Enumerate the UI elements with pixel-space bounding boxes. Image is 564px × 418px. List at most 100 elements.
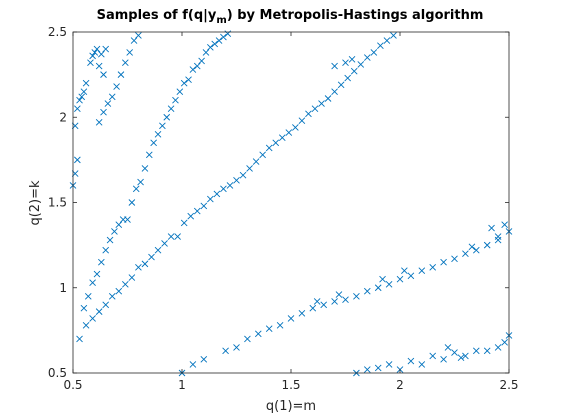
x-axis-label: q(1)=m (266, 399, 316, 414)
data-point (483, 347, 491, 355)
data-point (451, 349, 458, 356)
data-point (252, 158, 260, 165)
data-point (337, 81, 345, 89)
data-point (272, 139, 280, 147)
data-point (115, 287, 123, 295)
data-point (102, 301, 110, 309)
data-point (135, 263, 142, 271)
data-point (379, 275, 386, 283)
data-point (137, 178, 144, 186)
data-point (429, 263, 437, 271)
data-point (189, 361, 197, 368)
data-point (457, 354, 465, 361)
data-point (418, 267, 426, 275)
data-point (292, 124, 299, 131)
y-tick-label: 2.5 (48, 25, 67, 39)
data-point (348, 55, 356, 63)
data-point (344, 74, 351, 82)
data-point (200, 202, 208, 210)
data-point (74, 105, 81, 113)
data-point (244, 335, 251, 343)
data-point (185, 76, 192, 84)
data-point (401, 267, 408, 275)
data-point (128, 199, 136, 206)
data-point (418, 361, 426, 368)
data-point (259, 151, 266, 159)
data-point (265, 144, 273, 152)
data-point (254, 330, 262, 338)
data-point (95, 62, 103, 70)
data-point (193, 62, 201, 70)
y-tick-label: 2 (59, 110, 67, 124)
data-point (342, 59, 349, 67)
data-point (377, 42, 384, 49)
data-point (468, 243, 476, 251)
data-point (91, 49, 99, 56)
data-point (440, 258, 447, 266)
data-point (472, 246, 480, 254)
data-point (462, 250, 469, 257)
data-point (226, 182, 234, 189)
data-point (331, 298, 338, 305)
data-point (167, 105, 175, 113)
data-point (331, 62, 338, 70)
data-point (313, 298, 321, 305)
data-point (198, 57, 205, 65)
data-point (276, 321, 284, 329)
data-point (220, 185, 227, 193)
data-point (383, 37, 391, 44)
data-point (278, 134, 286, 142)
data-point (187, 212, 195, 220)
data-point (440, 356, 447, 363)
data-point (451, 255, 458, 263)
data-point (154, 130, 162, 138)
data-point (357, 61, 365, 68)
data-point (148, 253, 155, 261)
data-point (494, 344, 502, 351)
data-point (76, 96, 83, 104)
data-point (82, 321, 90, 329)
data-point (141, 165, 149, 172)
data-point (239, 171, 247, 179)
data-point (363, 287, 371, 295)
data-point (472, 347, 480, 355)
data-point (233, 177, 240, 184)
data-point (98, 50, 105, 58)
x-axis: 0.5 1 1.5 2 2.5 (63, 32, 519, 392)
data-point (501, 338, 508, 346)
x-tick-label: 0.5 (63, 378, 82, 392)
data-point (150, 139, 157, 147)
data-point (84, 292, 92, 300)
data-point (126, 49, 133, 56)
data-point (154, 246, 162, 254)
data-point (108, 292, 116, 300)
data-point (78, 93, 86, 101)
data-point (311, 105, 319, 113)
data-point (374, 284, 382, 292)
data-point (176, 88, 184, 95)
data-point (287, 315, 295, 322)
data-point (444, 344, 452, 351)
y-tick-label: 1 (59, 281, 67, 295)
x-tick-label: 1 (178, 378, 186, 392)
data-point (211, 40, 219, 48)
data-point (145, 151, 153, 159)
data-points (69, 30, 513, 377)
data-point (89, 315, 96, 322)
x-tick-label: 2 (396, 378, 404, 392)
data-point (429, 352, 437, 360)
data-point (117, 71, 125, 78)
data-point (298, 117, 306, 124)
data-point (462, 352, 469, 360)
data-point (102, 45, 110, 53)
data-point (89, 52, 96, 60)
data-point (87, 59, 94, 67)
data-point (215, 37, 223, 44)
data-point (207, 195, 214, 203)
data-point (106, 236, 114, 244)
data-point (111, 228, 118, 235)
data-point (115, 221, 123, 228)
data-point (342, 296, 349, 304)
data-point (396, 275, 404, 283)
